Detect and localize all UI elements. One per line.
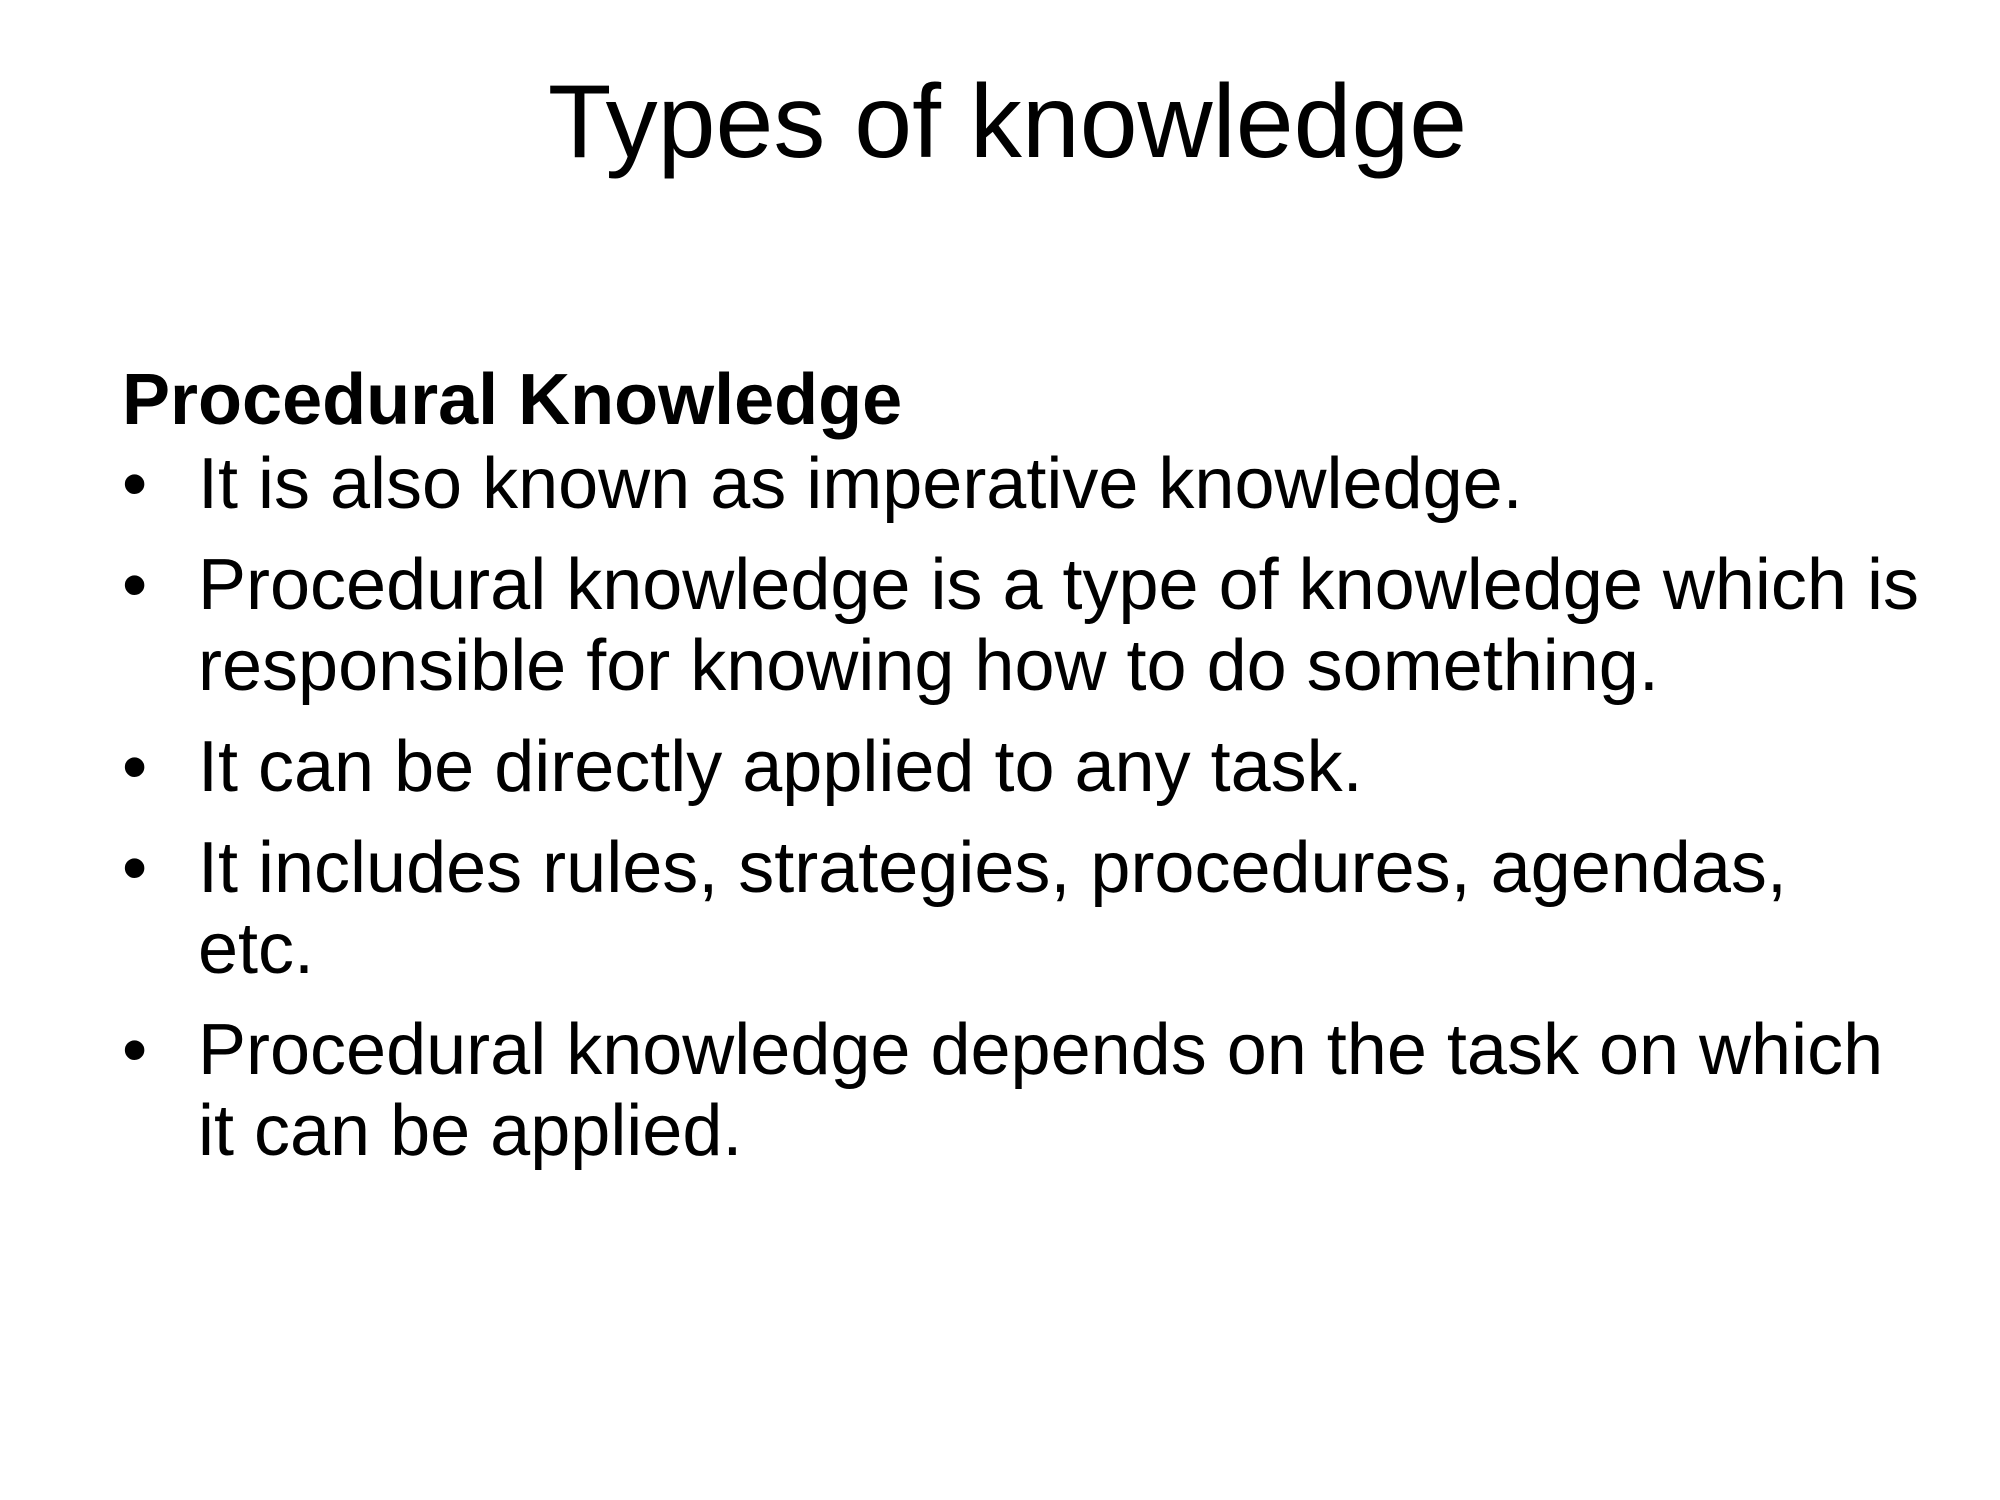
bullet-list: • It is also known as imperative knowled… — [122, 444, 1922, 1172]
bullet-text: Procedural knowledge depends on the task… — [198, 1010, 1884, 1171]
slide-content: Procedural Knowledge • It is also known … — [122, 358, 1922, 1172]
bullet-item: • Procedural knowledge depends on the ta… — [122, 1010, 1922, 1172]
bullet-item: • It is also known as imperative knowled… — [122, 444, 1922, 525]
bullet-text: Procedural knowledge is a type of knowle… — [198, 545, 1919, 706]
bullet-item: • Procedural knowledge is a type of know… — [122, 545, 1922, 707]
bullet-text: It includes rules, strategies, procedure… — [198, 828, 1787, 989]
bullet-icon: • — [122, 545, 148, 625]
bullet-text: It can be directly applied to any task. — [198, 727, 1363, 807]
slide-title: Types of knowledge — [547, 64, 1468, 180]
bullet-item: • It includes rules, strategies, procedu… — [122, 828, 1922, 990]
bullet-icon: • — [122, 727, 148, 807]
bullet-icon: • — [122, 444, 148, 524]
bullet-item: • It can be directly applied to any task… — [122, 727, 1922, 808]
bullet-text: It is also known as imperative knowledge… — [198, 444, 1523, 524]
section-heading: Procedural Knowledge — [122, 360, 903, 440]
bullet-icon: • — [122, 1010, 148, 1090]
bullet-icon: • — [122, 828, 148, 908]
